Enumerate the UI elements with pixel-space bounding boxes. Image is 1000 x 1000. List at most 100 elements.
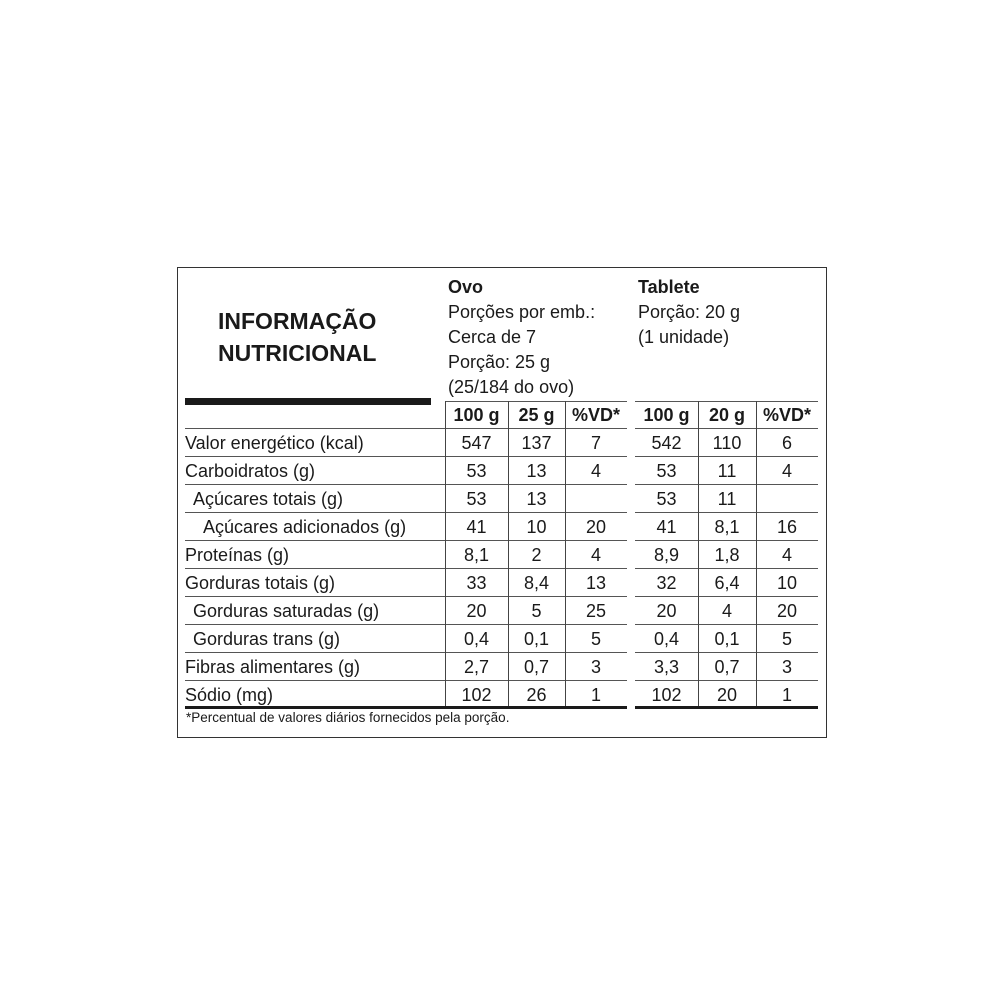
nutrient-label: Sódio (mg) — [185, 685, 274, 705]
nutrient-value: 102 — [651, 685, 682, 705]
row-divider — [635, 680, 818, 681]
label-title: INFORMAÇÃO NUTRICIONAL — [218, 305, 376, 369]
nutrient-value: 16 — [776, 517, 798, 537]
row-divider — [635, 401, 818, 402]
nutrient-value: 3,3 — [653, 657, 680, 677]
nutrient-value: 53 — [466, 461, 487, 481]
nutrient-value: 2 — [531, 545, 542, 565]
tablete-name: Tablete — [638, 277, 700, 297]
nutrient-value: 8,9 — [653, 545, 680, 565]
row-divider — [185, 624, 627, 625]
row-divider — [185, 596, 627, 597]
nutrient-value: 10 — [526, 517, 547, 537]
nutrient-value: 4 — [590, 545, 601, 565]
nutrient-value: 6 — [781, 433, 792, 453]
row-divider — [635, 540, 818, 541]
nutrition-label — [177, 267, 827, 738]
nutrient-value: 1 — [781, 685, 792, 705]
nutrient-value: 0,1 — [523, 629, 550, 649]
ovo-header: Ovo Porções por emb.: Cerca de 7 Porção:… — [448, 275, 595, 400]
nutrient-value: 13 — [585, 573, 607, 593]
nutrient-value — [756, 485, 818, 513]
row-divider — [635, 652, 818, 653]
row-divider — [635, 624, 818, 625]
nutrient-value: 1,8 — [714, 545, 740, 565]
row-divider — [185, 652, 627, 653]
nutrient-value: 53 — [656, 461, 677, 481]
nutrient-value: 0,7 — [714, 657, 740, 677]
nutrient-value: 11 — [717, 461, 737, 481]
tablete-header: Tablete Porção: 20 g (1 unidade) — [638, 275, 740, 350]
nutrient-value: 102 — [461, 685, 492, 705]
nutrient-value: 20 — [776, 601, 798, 621]
column-divider — [756, 401, 757, 709]
nutrient-value: 32 — [656, 573, 677, 593]
nutrient-value: 5 — [781, 629, 792, 649]
nutrient-label: Açúcares adicionados (g) — [203, 517, 407, 537]
nutrient-value: 25 — [585, 601, 607, 621]
tablete-line: (1 unidade) — [638, 327, 730, 347]
nutrient-value: 0,7 — [523, 657, 550, 677]
nutrient-value: 13 — [526, 461, 547, 481]
nutrient-value: 4 — [781, 461, 792, 481]
nutrient-value: 6,4 — [714, 573, 740, 593]
column-divider — [508, 401, 509, 709]
column-header: 25 g — [518, 405, 555, 425]
nutrient-value — [565, 485, 627, 513]
nutrient-label: Carboidratos (g) — [185, 461, 316, 481]
nutrient-value: 3 — [781, 657, 792, 677]
nutrient-label: Valor energético (kcal) — [185, 433, 364, 453]
row-divider — [635, 484, 818, 485]
column-header: %VD* — [571, 405, 620, 425]
nutrient-value: 5 — [531, 601, 542, 621]
row-divider — [185, 428, 627, 429]
column-header: 100 g — [643, 405, 690, 425]
nutrient-value: 137 — [521, 433, 552, 453]
row-divider — [635, 596, 818, 597]
nutrient-value: 1 — [590, 685, 601, 705]
nutrient-label: Proteínas (g) — [185, 545, 290, 565]
column-header: %VD* — [762, 405, 811, 425]
nutrient-value: 8,4 — [523, 573, 550, 593]
nutrient-label: Fibras alimentares (g) — [185, 657, 361, 677]
title-line: NUTRICIONAL — [218, 340, 377, 366]
nutrient-value: 4 — [590, 461, 601, 481]
title-line: INFORMAÇÃO — [218, 308, 377, 334]
column-header: 20 g — [708, 405, 746, 425]
nutrient-value: 33 — [466, 573, 487, 593]
ovo-line: Porções por emb.: — [448, 302, 596, 322]
nutrient-value: 5 — [590, 629, 601, 649]
row-divider — [185, 456, 627, 457]
table-bottom-rule — [635, 706, 818, 709]
column-header: 100 g — [453, 405, 500, 425]
column-divider — [565, 401, 566, 709]
nutrient-value: 20 — [585, 517, 607, 537]
row-divider — [185, 484, 627, 485]
nutrient-value: 8,1 — [714, 517, 740, 537]
column-divider — [698, 401, 699, 709]
nutrient-value: 0,4 — [653, 629, 680, 649]
nutrient-value: 11 — [717, 489, 737, 509]
nutrient-value: 41 — [656, 517, 677, 537]
nutrient-value: 26 — [526, 685, 547, 705]
footnote: *Percentual de valores diários fornecido… — [186, 710, 510, 725]
row-divider — [635, 456, 818, 457]
row-divider — [185, 680, 627, 681]
nutrient-value: 2,7 — [463, 657, 490, 677]
nutrient-value: 547 — [461, 433, 492, 453]
nutrient-value: 20 — [716, 685, 738, 705]
nutrient-label: Gorduras totais (g) — [185, 573, 336, 593]
nutrient-value: 20 — [466, 601, 487, 621]
nutrient-label: Gorduras trans (g) — [193, 629, 341, 649]
table-bottom-rule — [185, 706, 627, 709]
ovo-line: Porção: 25 g — [448, 352, 551, 372]
nutrient-value: 13 — [526, 489, 547, 509]
nutrient-value: 7 — [590, 433, 601, 453]
row-divider — [185, 540, 627, 541]
row-divider — [445, 401, 627, 402]
nutrient-value: 53 — [656, 489, 677, 509]
nutrient-value: 0,4 — [463, 629, 490, 649]
nutrient-value: 4 — [721, 601, 732, 621]
ovo-line: Cerca de 7 — [448, 327, 537, 347]
column-divider — [445, 401, 446, 709]
